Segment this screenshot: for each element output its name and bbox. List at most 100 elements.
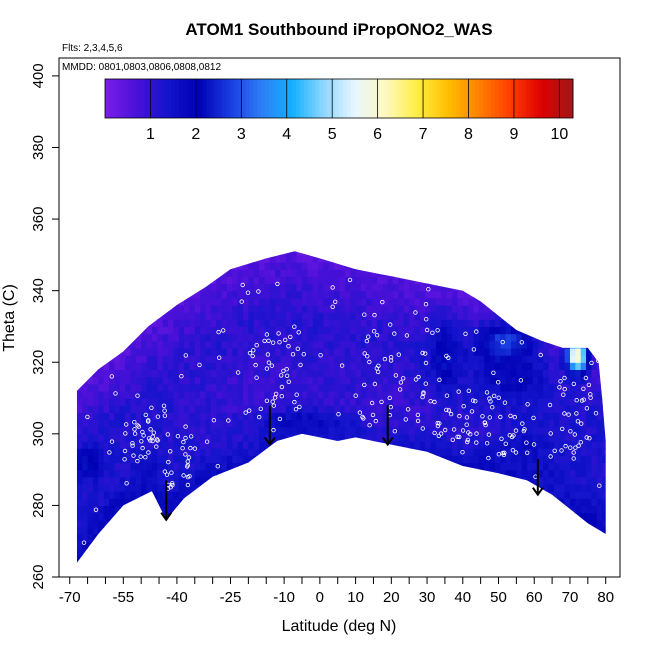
heatmap-cell xyxy=(580,326,587,335)
heatmap-cell xyxy=(344,534,351,542)
heatmap-cell xyxy=(312,304,319,313)
heatmap-cell xyxy=(184,498,191,507)
heatmap-cell xyxy=(355,433,362,442)
heatmap-cell xyxy=(216,398,223,406)
heatmap-cell xyxy=(296,290,303,299)
heatmap-cell xyxy=(596,312,603,320)
heatmap-cell xyxy=(119,254,126,263)
heatmap-cell xyxy=(109,383,115,392)
heatmap-cell xyxy=(366,369,373,378)
heatmap-cell xyxy=(312,426,319,435)
heatmap-cell xyxy=(414,312,421,320)
heatmap-cell xyxy=(564,541,571,549)
heatmap-cell xyxy=(146,534,153,542)
heatmap-cell xyxy=(92,505,99,514)
heatmap-cell xyxy=(366,440,373,449)
heatmap-cell xyxy=(435,269,442,277)
heatmap-cell xyxy=(494,319,501,328)
heatmap-cell xyxy=(441,390,448,399)
sample-point xyxy=(294,392,299,397)
heatmap-cell xyxy=(430,269,437,277)
heatmap-cell xyxy=(468,312,475,320)
heatmap-cell xyxy=(478,505,485,514)
heatmap-cell xyxy=(323,433,330,442)
heatmap-cell xyxy=(194,398,201,406)
sample-point xyxy=(330,285,335,290)
sample-point xyxy=(295,346,300,351)
heatmap-cell xyxy=(344,462,351,471)
heatmap-cell xyxy=(318,462,325,471)
heatmap-cell xyxy=(414,254,421,263)
heatmap-cell xyxy=(301,326,308,335)
heatmap-cell xyxy=(596,390,603,399)
heatmap-cell xyxy=(339,455,346,464)
heatmap-cell xyxy=(398,491,405,499)
heatmap-cell xyxy=(130,269,137,277)
heatmap-cell xyxy=(435,534,442,542)
heatmap-cell xyxy=(494,290,501,299)
heatmap-cell xyxy=(264,347,271,356)
heatmap-cell xyxy=(586,440,593,449)
heatmap-cell xyxy=(141,251,148,256)
heatmap-cell xyxy=(494,455,501,464)
heatmap-cell xyxy=(419,512,426,521)
sample-point xyxy=(151,430,156,435)
sample-point xyxy=(256,289,261,294)
heatmap-cell xyxy=(135,448,142,456)
heatmap-cell xyxy=(360,519,367,528)
heatmap-cell xyxy=(200,390,207,399)
heatmap-cell xyxy=(184,491,191,499)
heatmap-cell xyxy=(596,426,603,435)
sample-point xyxy=(423,351,428,356)
heatmap-cell xyxy=(98,483,105,492)
sample-point xyxy=(456,389,461,394)
heatmap-cell xyxy=(259,283,266,292)
heatmap-cell xyxy=(248,491,255,499)
heatmap-cell xyxy=(109,269,115,277)
heatmap-cell xyxy=(387,376,394,385)
heatmap-cell xyxy=(494,548,501,557)
heatmap-cell xyxy=(575,276,582,285)
heatmap-cell xyxy=(494,340,501,349)
heatmap-cell xyxy=(446,290,453,299)
heatmap-cell xyxy=(318,326,325,335)
sample-point xyxy=(290,352,296,357)
heatmap-cell xyxy=(532,326,539,335)
heatmap-cell xyxy=(301,276,308,285)
heatmap-cell xyxy=(328,526,335,535)
heatmap-cell xyxy=(360,469,367,478)
heatmap-cell xyxy=(494,412,501,421)
heatmap-cell xyxy=(403,297,410,306)
heatmap-cell xyxy=(441,562,448,563)
heatmap-cell xyxy=(334,526,341,535)
heatmap-cell xyxy=(398,297,405,306)
sample-point xyxy=(140,445,145,451)
heatmap-cell xyxy=(537,383,544,392)
heatmap-cell xyxy=(494,483,501,492)
heatmap-cell xyxy=(441,254,448,263)
heatmap-cell xyxy=(478,476,485,485)
heatmap-cell xyxy=(125,340,132,349)
heatmap-cell xyxy=(141,519,148,528)
heatmap-cell xyxy=(532,541,539,549)
heatmap-cell xyxy=(355,269,362,277)
heatmap-cell xyxy=(591,312,598,320)
sample-point xyxy=(251,348,256,353)
heatmap-cell xyxy=(189,297,196,306)
heatmap-cell xyxy=(237,312,244,320)
sample-point xyxy=(124,481,129,486)
heatmap-cell xyxy=(264,276,271,285)
heatmap-cell xyxy=(382,483,389,492)
heatmap-cell xyxy=(210,412,217,421)
heatmap-cell xyxy=(167,491,174,499)
heatmap-cell xyxy=(548,376,555,385)
heatmap-cell xyxy=(452,405,459,413)
heatmap-cell xyxy=(173,412,180,421)
heatmap-cell xyxy=(232,297,239,306)
heatmap-cell xyxy=(382,369,389,378)
heatmap-cell xyxy=(167,462,174,471)
sample-point xyxy=(587,436,592,441)
heatmap-cell xyxy=(446,483,453,492)
heatmap-cell xyxy=(226,440,233,449)
heatmap-cell xyxy=(328,448,335,456)
